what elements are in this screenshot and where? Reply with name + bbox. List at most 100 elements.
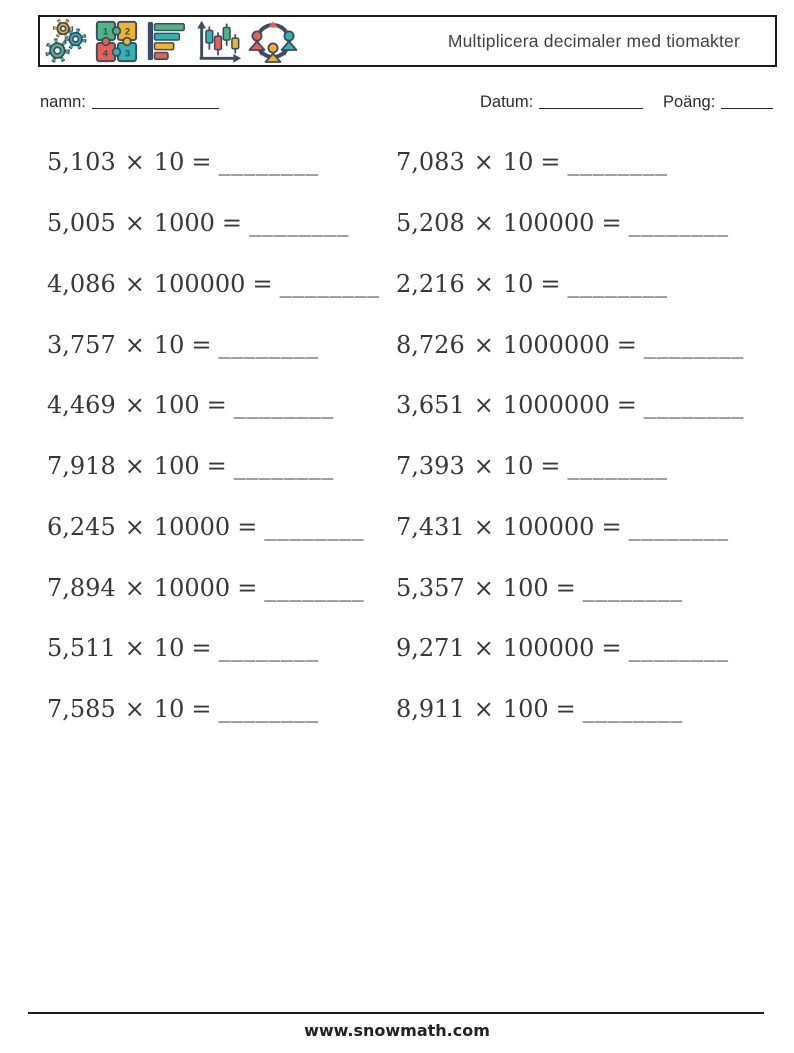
- multiply-sign: ×: [473, 391, 494, 420]
- fields-row: namn: Datum: Poäng:: [0, 93, 794, 117]
- date-label: Datum:: [480, 93, 534, 111]
- problem-row: 8,911 × 100 = ________: [396, 679, 744, 740]
- problem-factor: 2,216: [396, 269, 465, 298]
- footer-divider: [28, 1012, 764, 1014]
- equals-sign: =: [616, 391, 637, 420]
- problem-multiplier: 10: [153, 148, 185, 177]
- problem-row: 5,005 × 1000 = ________: [47, 193, 380, 254]
- multiply-sign: ×: [124, 634, 145, 663]
- problems-column-right: 7,083 × 10 = ________ 5,208 × 100000 = ________ …: [396, 132, 744, 740]
- answer-blank: ________: [279, 269, 380, 298]
- answer-blank: ________: [567, 148, 668, 177]
- multiply-sign: ×: [124, 391, 145, 420]
- multiply-sign: ×: [473, 330, 494, 359]
- multiply-sign: ×: [473, 209, 494, 238]
- score-field: Poäng:: [663, 93, 774, 112]
- answer-blank: ________: [643, 391, 744, 420]
- answer-blank: ________: [582, 695, 683, 724]
- multiply-sign: ×: [473, 269, 494, 298]
- problem-row: 7,083 × 10 = ________: [396, 132, 744, 193]
- problem-factor: 4,469: [47, 391, 116, 420]
- equals-sign: =: [540, 269, 561, 298]
- equals-sign: =: [191, 634, 212, 663]
- answer-blank: ________: [218, 695, 319, 724]
- equals-sign: =: [237, 512, 258, 541]
- problem-row: 3,757 × 10 = ________: [47, 314, 380, 375]
- answer-blank: ________: [628, 209, 729, 238]
- problem-multiplier: 10: [502, 269, 534, 298]
- multiply-sign: ×: [124, 209, 145, 238]
- multiply-sign: ×: [124, 695, 145, 724]
- multiply-sign: ×: [124, 148, 145, 177]
- page-title: Multiplicera decimaler med tiomakter: [447, 30, 740, 51]
- problem-row: 7,431 × 100000 = ________: [396, 497, 744, 558]
- problem-multiplier: 10: [153, 695, 185, 724]
- svg-text:2: 2: [125, 26, 130, 37]
- svg-text:3: 3: [125, 48, 130, 59]
- problem-multiplier: 100: [502, 573, 549, 602]
- answer-blank: ________: [218, 330, 319, 359]
- problem-row: 5,103 × 10 = ________: [47, 132, 380, 193]
- svg-text:4: 4: [103, 48, 109, 59]
- problem-factor: 7,894: [47, 573, 116, 602]
- people-cycle-icon: [248, 21, 298, 63]
- problem-multiplier: 100000: [153, 269, 246, 298]
- problem-row: 5,357 × 100 = ________: [396, 557, 744, 618]
- gears-icon: [45, 18, 87, 63]
- problem-multiplier: 100: [153, 452, 200, 481]
- name-field: namn:: [40, 93, 219, 112]
- problem-factor: 8,726: [396, 330, 465, 359]
- equals-sign: =: [191, 148, 212, 177]
- problem-factor: 5,208: [396, 209, 465, 238]
- equals-sign: =: [206, 391, 227, 420]
- problem-multiplier: 10: [153, 634, 185, 663]
- problem-row: 7,393 × 10 = ________: [396, 436, 744, 497]
- multiply-sign: ×: [473, 148, 494, 177]
- problem-factor: 8,911: [396, 695, 465, 724]
- problem-factor: 4,086: [47, 269, 116, 298]
- problem-row: 5,511 × 10 = ________: [47, 618, 380, 679]
- multiply-sign: ×: [124, 330, 145, 359]
- problem-row: 4,086 × 100000 = ________: [47, 254, 380, 315]
- logo-icon-row: 1 2 4 3: [44, 18, 298, 64]
- multiply-sign: ×: [124, 512, 145, 541]
- problem-multiplier: 1000000: [502, 330, 610, 359]
- date-input-line: [539, 93, 644, 109]
- candlestick-chart-icon: [197, 20, 242, 63]
- problem-factor: 6,245: [47, 512, 116, 541]
- problem-row: 6,245 × 10000 = ________: [47, 497, 380, 558]
- problem-multiplier: 100: [502, 695, 549, 724]
- date-field: Datum:: [480, 93, 644, 112]
- problem-row: 8,726 × 1000000 = ________: [396, 314, 744, 375]
- score-input-line: [721, 93, 774, 109]
- problem-factor: 7,918: [47, 452, 116, 481]
- answer-blank: ________: [643, 330, 744, 359]
- multiply-sign: ×: [473, 452, 494, 481]
- problem-multiplier: 10: [502, 452, 534, 481]
- equals-sign: =: [601, 634, 622, 663]
- bar-chart-icon: [147, 21, 185, 61]
- problem-multiplier: 100000: [502, 209, 595, 238]
- svg-text:1: 1: [103, 26, 109, 37]
- problem-factor: 3,651: [396, 391, 465, 420]
- answer-blank: ________: [567, 269, 668, 298]
- problem-row: 7,894 × 10000 = ________: [47, 557, 380, 618]
- answer-blank: ________: [264, 573, 365, 602]
- problem-row: 3,651 × 1000000 = ________: [396, 375, 744, 436]
- problem-row: 4,469 × 100 = ________: [47, 375, 380, 436]
- answer-blank: ________: [567, 452, 668, 481]
- answer-blank: ________: [249, 209, 350, 238]
- name-label: namn:: [40, 93, 86, 111]
- problem-multiplier: 100: [153, 391, 200, 420]
- equals-sign: =: [540, 452, 561, 481]
- footer-url[interactable]: www.snowmath.com: [304, 1021, 490, 1040]
- multiply-sign: ×: [124, 269, 145, 298]
- answer-blank: ________: [582, 573, 683, 602]
- answer-blank: ________: [264, 512, 365, 541]
- problems-column-left: 5,103 × 10 = ________ 5,005 × 1000 = ________ 4,…: [47, 132, 380, 740]
- answer-blank: ________: [233, 391, 334, 420]
- header-box: 1 2 4 3: [38, 15, 777, 67]
- answer-blank: ________: [233, 452, 334, 481]
- score-label: Poäng:: [663, 93, 716, 111]
- equals-sign: =: [616, 330, 637, 359]
